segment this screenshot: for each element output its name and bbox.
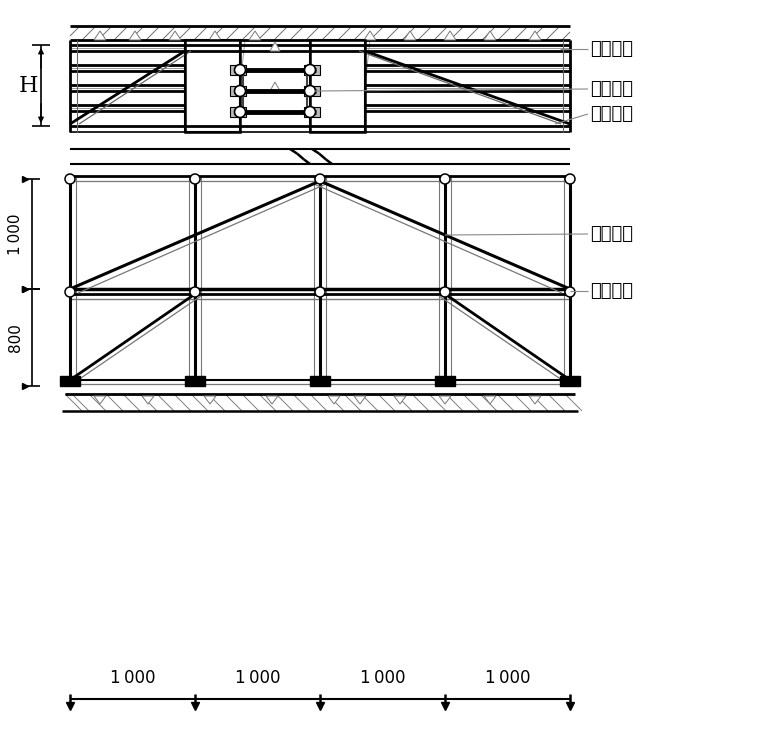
Text: 1 000: 1 000 — [485, 669, 530, 687]
Circle shape — [235, 86, 245, 97]
Circle shape — [305, 65, 315, 75]
Circle shape — [190, 287, 200, 297]
Bar — [185, 40, 240, 132]
Text: 1 000: 1 000 — [109, 669, 155, 687]
Circle shape — [565, 287, 575, 297]
Bar — [70, 26, 570, 40]
FancyBboxPatch shape — [304, 86, 320, 96]
Circle shape — [190, 174, 200, 184]
FancyBboxPatch shape — [304, 107, 320, 117]
Polygon shape — [129, 31, 141, 40]
FancyBboxPatch shape — [304, 65, 320, 75]
Polygon shape — [439, 396, 451, 404]
Circle shape — [315, 287, 325, 297]
Bar — [310, 376, 330, 386]
Polygon shape — [266, 396, 278, 404]
Text: 1 000: 1 000 — [8, 214, 23, 254]
Polygon shape — [270, 82, 280, 91]
Circle shape — [305, 106, 315, 118]
Polygon shape — [529, 31, 541, 40]
Circle shape — [65, 287, 75, 297]
Polygon shape — [364, 31, 376, 40]
Polygon shape — [529, 396, 541, 404]
Polygon shape — [270, 42, 280, 51]
Text: H: H — [18, 74, 38, 97]
Text: 加固锂管: 加固锂管 — [590, 105, 633, 123]
FancyBboxPatch shape — [230, 86, 246, 96]
Polygon shape — [484, 396, 496, 404]
Polygon shape — [209, 31, 221, 40]
Circle shape — [65, 174, 75, 184]
Polygon shape — [249, 31, 261, 40]
Polygon shape — [354, 396, 366, 404]
Text: 框梁斜撑: 框梁斜撑 — [590, 40, 633, 58]
Polygon shape — [394, 396, 406, 404]
Polygon shape — [328, 396, 340, 404]
Circle shape — [305, 86, 315, 97]
Bar — [435, 376, 455, 386]
Text: 加固斜撑: 加固斜撑 — [590, 225, 633, 243]
Text: 对拉丝杆: 对拉丝杆 — [590, 80, 633, 98]
Text: 1 000: 1 000 — [235, 669, 280, 687]
Bar — [60, 376, 80, 386]
Bar — [185, 40, 240, 132]
Bar — [310, 40, 365, 132]
Circle shape — [315, 174, 325, 184]
FancyBboxPatch shape — [230, 65, 246, 75]
Text: 800: 800 — [8, 323, 23, 352]
Bar — [185, 376, 205, 386]
Bar — [560, 376, 580, 386]
Circle shape — [440, 287, 450, 297]
Circle shape — [565, 174, 575, 184]
Bar — [70, 394, 570, 411]
Text: 支撑垫板: 支撑垫板 — [590, 282, 633, 300]
Polygon shape — [169, 31, 181, 40]
Polygon shape — [444, 31, 456, 40]
Circle shape — [235, 65, 245, 75]
Polygon shape — [94, 396, 106, 404]
FancyBboxPatch shape — [230, 107, 246, 117]
Polygon shape — [142, 396, 154, 404]
Polygon shape — [94, 31, 106, 40]
Circle shape — [440, 174, 450, 184]
Polygon shape — [484, 31, 496, 40]
Bar — [310, 40, 365, 132]
Polygon shape — [204, 396, 216, 404]
Polygon shape — [404, 31, 416, 40]
Text: 1 000: 1 000 — [359, 669, 405, 687]
Circle shape — [235, 106, 245, 118]
